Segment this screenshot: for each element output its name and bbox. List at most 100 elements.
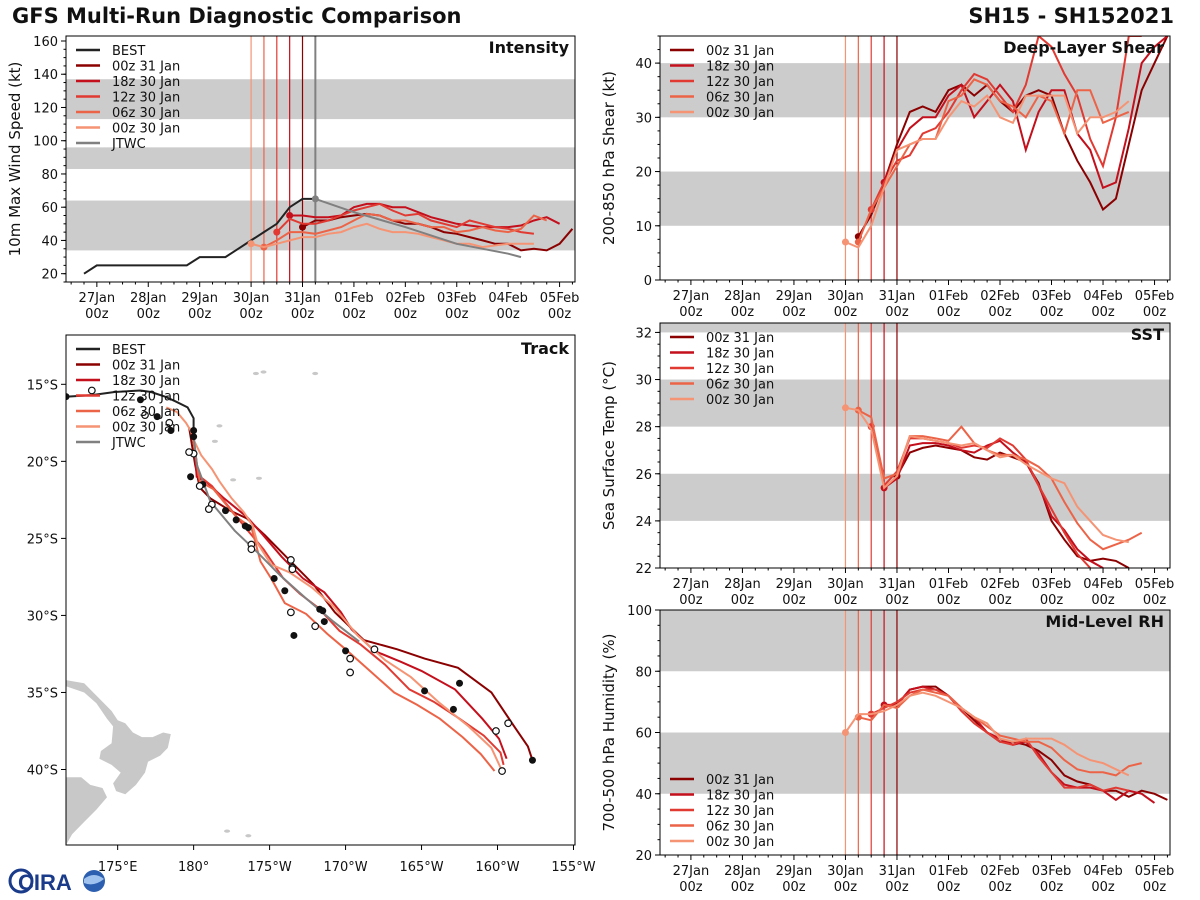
x-tick-sublabel: 00z xyxy=(1143,305,1167,320)
x-tick-sublabel: 00z xyxy=(679,880,703,895)
panel-title: Mid-Level RH xyxy=(1045,612,1164,631)
x-tick-label: 27Jan xyxy=(673,577,710,592)
x-tick-sublabel: 00z xyxy=(1091,880,1115,895)
track-marker-open xyxy=(141,411,149,420)
track-line xyxy=(188,427,534,761)
y-tick-label: 40 xyxy=(635,788,652,803)
shade-band xyxy=(660,323,1170,333)
cira-logo-icon: CIRA xyxy=(8,868,105,895)
legend-label: 00z 30 Jan xyxy=(706,106,774,121)
legend-label: 06z 30 Jan xyxy=(112,405,180,420)
track-marker-filled xyxy=(66,393,70,401)
shade-band xyxy=(66,79,575,120)
x-tick-label: 04Feb xyxy=(1083,864,1123,879)
y-tick-label: 80 xyxy=(41,168,58,183)
y-tick-label: 10 xyxy=(635,220,652,235)
x-tick-label: 04Feb xyxy=(1083,577,1123,592)
y-tick-label: 24 xyxy=(635,515,652,530)
cira-logo-text: CIRA xyxy=(18,870,72,895)
legend-label: 12z 30 Jan xyxy=(112,91,180,106)
x-tick-label: 03Feb xyxy=(437,291,477,306)
y-tick-label: 28 xyxy=(635,421,652,436)
x-tick-sublabel: 00z xyxy=(782,880,806,895)
x-tick-sublabel: 00z xyxy=(188,307,212,322)
legend-label: 00z 31 Jan xyxy=(706,773,774,788)
series-start-dot xyxy=(299,223,307,231)
land-mass xyxy=(66,777,107,845)
y-tick-label: 15°S xyxy=(27,378,58,393)
legend-label: JTWC xyxy=(111,137,146,152)
panel-rh: 2040608010027Jan00z28Jan00z29Jan00z30Jan… xyxy=(600,604,1174,895)
panel-frame xyxy=(65,334,576,846)
island xyxy=(224,829,231,833)
panel-title: SST xyxy=(1131,325,1164,344)
x-tick-sublabel: 00z xyxy=(496,307,520,322)
legend-label: BEST xyxy=(112,343,145,358)
track-marker-filled xyxy=(281,587,289,595)
track-marker-filled xyxy=(290,631,298,639)
series-start-dot xyxy=(311,195,319,203)
x-tick-label: 05Feb xyxy=(540,291,580,306)
island xyxy=(211,439,218,443)
y-axis-label: 10m Max Wind Speed (kt) xyxy=(6,62,24,257)
x-tick-label: 170°W xyxy=(323,860,367,875)
x-tick-sublabel: 00z xyxy=(1091,305,1115,320)
x-tick-sublabel: 00z xyxy=(731,880,755,895)
x-tick-label: 28Jan xyxy=(724,289,761,304)
x-tick-label: 05Feb xyxy=(1135,864,1175,879)
panel-frame xyxy=(659,322,1171,569)
x-tick-label: 30Jan xyxy=(827,577,864,592)
x-tick-sublabel: 00z xyxy=(937,305,961,320)
series-start-dot xyxy=(286,212,294,220)
x-tick-label: 165°W xyxy=(399,860,443,875)
x-tick-sublabel: 00z xyxy=(85,307,109,322)
track-marker-open xyxy=(346,654,355,663)
cira-logo: CIRA xyxy=(6,866,106,900)
series-line xyxy=(83,197,316,275)
track-marker-open xyxy=(346,668,355,677)
legend-label: 18z 30 Jan xyxy=(112,374,180,389)
y-tick-label: 20 xyxy=(635,849,652,864)
track-marker-filled xyxy=(270,574,278,582)
panel-track: 175°E 180° 175°W 170°W 165°W 160°W 155°W 15°S 20… xyxy=(27,334,596,875)
x-tick-label: 29Jan xyxy=(776,289,813,304)
legend-label: 00z 30 Jan xyxy=(112,122,180,137)
y-tick-label: 100 xyxy=(33,135,58,150)
panel-shear: 01020304027Jan00z28Jan00z29Jan00z30Jan00… xyxy=(600,35,1174,320)
x-tick-label: 28Jan xyxy=(130,291,167,306)
x-tick-sublabel: 00z xyxy=(834,593,858,608)
track-marker-filled xyxy=(241,522,249,530)
legend-label: 00z 31 Jan xyxy=(706,331,774,346)
series-start-dot xyxy=(841,404,849,412)
x-tick-label: 02Feb xyxy=(980,577,1020,592)
x-tick-label: 01Feb xyxy=(929,864,969,879)
track-marker-filled xyxy=(153,413,161,421)
track-marker-filled xyxy=(187,473,195,481)
track-marker-open xyxy=(195,482,204,490)
x-tick-sublabel: 00z xyxy=(731,305,755,320)
legend-label: 00z 31 Jan xyxy=(112,60,180,75)
shade-band xyxy=(660,610,1170,672)
x-tick-label: 02Feb xyxy=(980,864,1020,879)
series-line xyxy=(250,222,534,249)
track-marker-filled xyxy=(232,516,240,524)
y-tick-label: 30°S xyxy=(27,609,58,624)
y-tick-label: 120 xyxy=(33,101,58,116)
x-tick-label: 155°W xyxy=(551,860,595,875)
legend-label: 18z 30 Jan xyxy=(706,60,774,75)
x-tick-label: 180° xyxy=(178,860,209,875)
y-tick-label: 30 xyxy=(635,374,652,389)
x-tick-sublabel: 00z xyxy=(1143,880,1167,895)
x-tick-label: 30Jan xyxy=(827,864,864,879)
series-line xyxy=(845,94,1130,249)
track-marker-filled xyxy=(528,756,536,764)
x-tick-sublabel: 00z xyxy=(937,593,961,608)
y-tick-label: 40 xyxy=(635,57,652,72)
x-tick-label: 02Feb xyxy=(386,291,426,306)
track-marker-filled xyxy=(167,427,175,435)
series-line xyxy=(845,406,1129,544)
x-tick-label: 04Feb xyxy=(488,291,528,306)
panel-intensity: 2040608010012014016027Jan00z28Jan00z29Ja… xyxy=(6,35,579,322)
legend-label: 06z 30 Jan xyxy=(706,91,774,106)
